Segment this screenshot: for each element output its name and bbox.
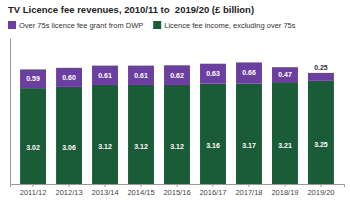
series — [20, 81, 334, 184]
data-label: 0.25 — [314, 64, 328, 71]
x-tick-label: 2017/18 — [235, 188, 262, 197]
x-tick-mark — [212, 184, 213, 187]
bar — [56, 87, 82, 184]
bar — [164, 65, 190, 85]
x-axis-line — [11, 185, 345, 188]
x-tick-label: 2012/13 — [55, 188, 82, 197]
legend-item: Licence fee income, excluding over 75s — [153, 21, 296, 30]
x-tick-label: 2018/19 — [271, 188, 298, 197]
data-label: 3.12 — [134, 143, 148, 150]
x-tick-label: 2015/16 — [163, 188, 190, 197]
x-tick-label: 2019/20 — [307, 188, 334, 197]
bar — [200, 84, 226, 184]
data-label: 0.61 — [134, 72, 148, 79]
title: TV Licence fee revenues, 2010/11 to 2019… — [8, 4, 254, 15]
bar — [20, 69, 46, 88]
x-tick: 2015/16 — [163, 184, 190, 197]
x-tick-mark — [284, 184, 285, 187]
bar — [272, 67, 298, 82]
bar — [308, 81, 334, 184]
x-tick: 2013/14 — [91, 184, 118, 197]
bar — [92, 85, 118, 184]
data-label: 3.12 — [170, 143, 184, 150]
data-label: 0.60 — [62, 74, 76, 81]
x-tick: 2016/17 — [199, 184, 226, 197]
x-tick-mark — [320, 184, 321, 187]
data-label: 0.63 — [206, 70, 220, 77]
data-label: 0.62 — [170, 72, 184, 79]
x-tick-label: 2016/17 — [199, 188, 226, 197]
x-tick: 2012/13 — [55, 184, 82, 197]
x-tick-mark — [248, 184, 249, 187]
bar — [128, 66, 154, 85]
data-label: 0.61 — [98, 72, 112, 79]
y-axis-line — [10, 39, 11, 185]
bar — [56, 68, 82, 87]
data-label: 3.17 — [242, 142, 256, 149]
bar — [272, 82, 298, 184]
bar — [308, 73, 334, 81]
x-tick: 2019/20 — [307, 184, 334, 197]
legend-label: Over 75s licence fee grant from DWP — [19, 21, 143, 30]
data-labels: 3.02 3.06 3.12 3.12 3.12 3.16 3.17 3.21 3.25 0.59… — [26, 64, 328, 151]
bar — [236, 62, 262, 83]
bars — [20, 62, 334, 184]
x-tick-mark — [177, 184, 178, 187]
x-tick-label: 2013/14 — [91, 188, 118, 197]
legend: Over 75s licence fee grant from DWP Licen… — [8, 21, 296, 30]
x-tick-mark — [105, 184, 106, 187]
legend-swatch — [153, 21, 161, 29]
x-tick-mark — [141, 184, 142, 187]
x-tick: 2018/19 — [271, 184, 298, 197]
data-label: 3.16 — [206, 142, 220, 149]
data-label: 3.12 — [98, 143, 112, 150]
x-tick-label: 2014/15 — [127, 188, 154, 197]
data-label: 3.25 — [314, 141, 328, 148]
y-axis — [10, 39, 11, 185]
data-label: 3.02 — [26, 144, 40, 151]
bar — [128, 85, 154, 184]
legend-swatch — [8, 21, 16, 29]
x-tick: 2014/15 — [127, 184, 154, 197]
x-tick: 2017/18 — [235, 184, 262, 197]
series — [20, 62, 334, 88]
bar — [164, 85, 190, 184]
bar — [20, 88, 46, 184]
data-label: 0.47 — [278, 71, 292, 78]
bar — [200, 64, 226, 84]
data-label: 3.21 — [278, 142, 292, 149]
x-tick-mark — [33, 184, 34, 187]
x-axis: 2011/12 2012/13 2013/14 2014/15 2015/16 2016/… — [11, 184, 345, 197]
x-tick-label: 2011/12 — [20, 188, 47, 197]
data-label: 3.06 — [62, 144, 76, 151]
legend-label: Licence fee income, excluding over 75s — [164, 21, 296, 30]
legend-item: Over 75s licence fee grant from DWP — [8, 21, 143, 30]
data-label: 0.66 — [242, 69, 256, 76]
chart: TV Licence fee revenues, 2010/11 to 2019… — [0, 0, 350, 200]
data-label: 0.59 — [26, 75, 40, 82]
bar — [236, 83, 262, 184]
bar — [92, 66, 118, 85]
x-tick-mark — [69, 184, 70, 187]
x-tick: 2011/12 — [20, 184, 47, 197]
plot-area: 2011/12 2012/13 2013/14 2014/15 2015/16 2016/… — [11, 39, 345, 198]
